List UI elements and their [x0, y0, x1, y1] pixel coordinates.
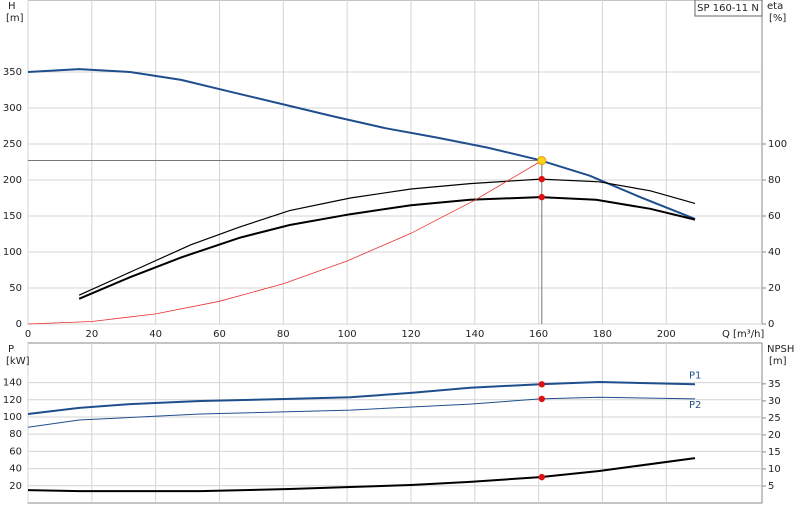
y-tick-label: 0: [16, 319, 22, 330]
y2-tick-label: 25: [768, 413, 781, 424]
marker: [538, 473, 545, 481]
x-axis-label: Q [m³/h]: [722, 329, 764, 340]
marker: [538, 175, 545, 183]
y-tick-label: 100: [3, 247, 22, 258]
x-tick-label: 140: [465, 329, 484, 340]
y2-tick-label: 20: [768, 430, 781, 441]
y2-tick-label: 35: [768, 379, 781, 390]
y-tick-label: 140: [3, 378, 22, 389]
y2-axis-label: eta: [767, 1, 783, 12]
chart-title: SP 160-11 N: [697, 3, 759, 14]
y-tick-label: 60: [9, 446, 22, 457]
y2-axis-unit: [%]: [769, 13, 786, 24]
curve: [27, 160, 543, 325]
x-tick-label: 100: [338, 329, 357, 340]
curve: [78, 196, 696, 300]
y-axis-label: P: [8, 344, 14, 355]
y2-tick-label: 20: [768, 283, 781, 294]
x-tick-label: 120: [401, 329, 420, 340]
y-tick-label: 40: [9, 464, 22, 475]
y2-tick-label: 0: [768, 319, 774, 330]
y-axis-unit: [m]: [6, 13, 24, 24]
y2-tick-label: 80: [768, 175, 781, 186]
y-tick-label: 50: [9, 283, 22, 294]
x-tick-label: 20: [85, 329, 98, 340]
x-tick-label: 0: [25, 329, 31, 340]
curve: [27, 396, 696, 428]
y2-tick-label: 10: [768, 464, 781, 475]
y2-tick-label: 30: [768, 396, 781, 407]
x-tick-label: 160: [529, 329, 548, 340]
title-box: [694, 0, 763, 17]
y-tick-label: 350: [3, 67, 22, 78]
curve: [27, 380, 696, 415]
y-tick-label: 150: [3, 211, 22, 222]
marker: [538, 193, 545, 201]
y2-tick-label: 40: [768, 247, 781, 258]
curve: [27, 457, 696, 493]
curve: [27, 68, 696, 220]
x-tick-label: 80: [277, 329, 290, 340]
series-label: P2: [689, 400, 701, 411]
curve: [78, 178, 696, 296]
y2-axis-unit: [m]: [769, 356, 787, 367]
marker: [537, 156, 547, 166]
x-tick-label: 40: [149, 329, 162, 340]
y2-tick-label: 60: [768, 211, 781, 222]
y2-tick-label: 5: [768, 481, 774, 492]
y2-axis-label: NPSH: [767, 344, 794, 355]
series-label: P1: [689, 370, 701, 381]
marker: [538, 395, 545, 403]
x-tick-label: 180: [593, 329, 612, 340]
x-tick-label: 60: [213, 329, 226, 340]
y-tick-label: 20: [9, 481, 22, 492]
y-axis-label: H: [8, 1, 16, 12]
y-tick-label: 100: [3, 412, 22, 423]
marker: [538, 381, 545, 388]
y-tick-label: 250: [3, 139, 22, 150]
y-axis-unit: [kW]: [6, 356, 30, 367]
x-tick-label: 200: [657, 329, 676, 340]
y2-tick-label: 100: [768, 139, 787, 150]
y-tick-label: 80: [9, 429, 22, 440]
y-tick-label: 200: [3, 175, 22, 186]
y-tick-label: 300: [3, 103, 22, 114]
y2-tick-label: 15: [768, 447, 781, 458]
y-tick-label: 120: [3, 395, 22, 406]
